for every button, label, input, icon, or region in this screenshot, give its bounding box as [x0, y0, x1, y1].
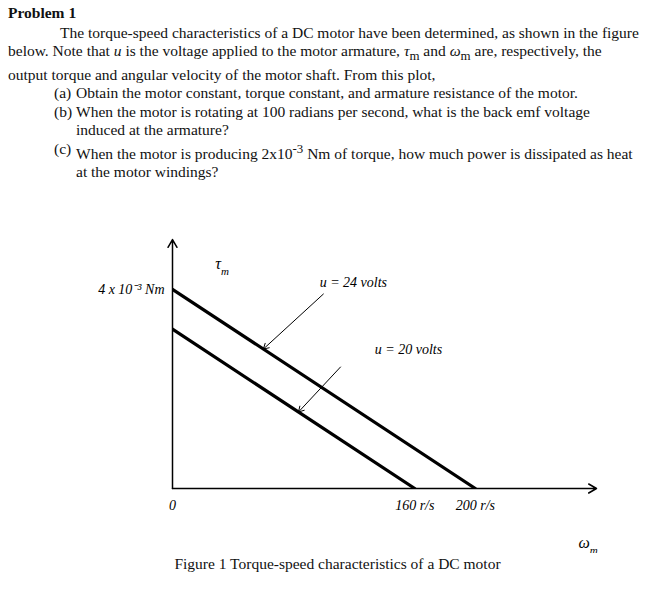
html-text:(b) When the motor is rotating: (b) When the motor is rotating at 100 ra…	[54, 102, 590, 139]
svg-text:200 r/s: 200 r/s	[456, 498, 496, 513]
html-text:(c) When the motor is producin: (c) When the motor is producing 2x10-3Nm…	[54, 139, 633, 181]
svg-text:u = 24 volts: u = 24 volts	[320, 275, 388, 290]
html-text:Problem 1: Problem 1	[8, 4, 77, 21]
svg-text:u = 20 volts: u = 20 volts	[375, 342, 443, 357]
svg-text:160 r/s: 160 r/s	[395, 498, 435, 513]
svg-text:4 x 10⁻³ Nm: 4 x 10⁻³ Nm	[98, 282, 164, 297]
html-text:The torque-speed characteristi: The torque-speed characteristics of a DC…	[8, 23, 639, 83]
svg-text:τm: τm	[215, 255, 229, 277]
svg-text:0: 0	[169, 498, 176, 513]
html-text:Figure 1 Torque-speed characte: Figure 1 Torque-speed characteristics of…	[174, 555, 501, 572]
html-text:(a) Obtain the motor constant,: (a) Obtain the motor constant, torque co…	[54, 84, 578, 102]
svg-text:ωm: ωm	[578, 534, 597, 553]
